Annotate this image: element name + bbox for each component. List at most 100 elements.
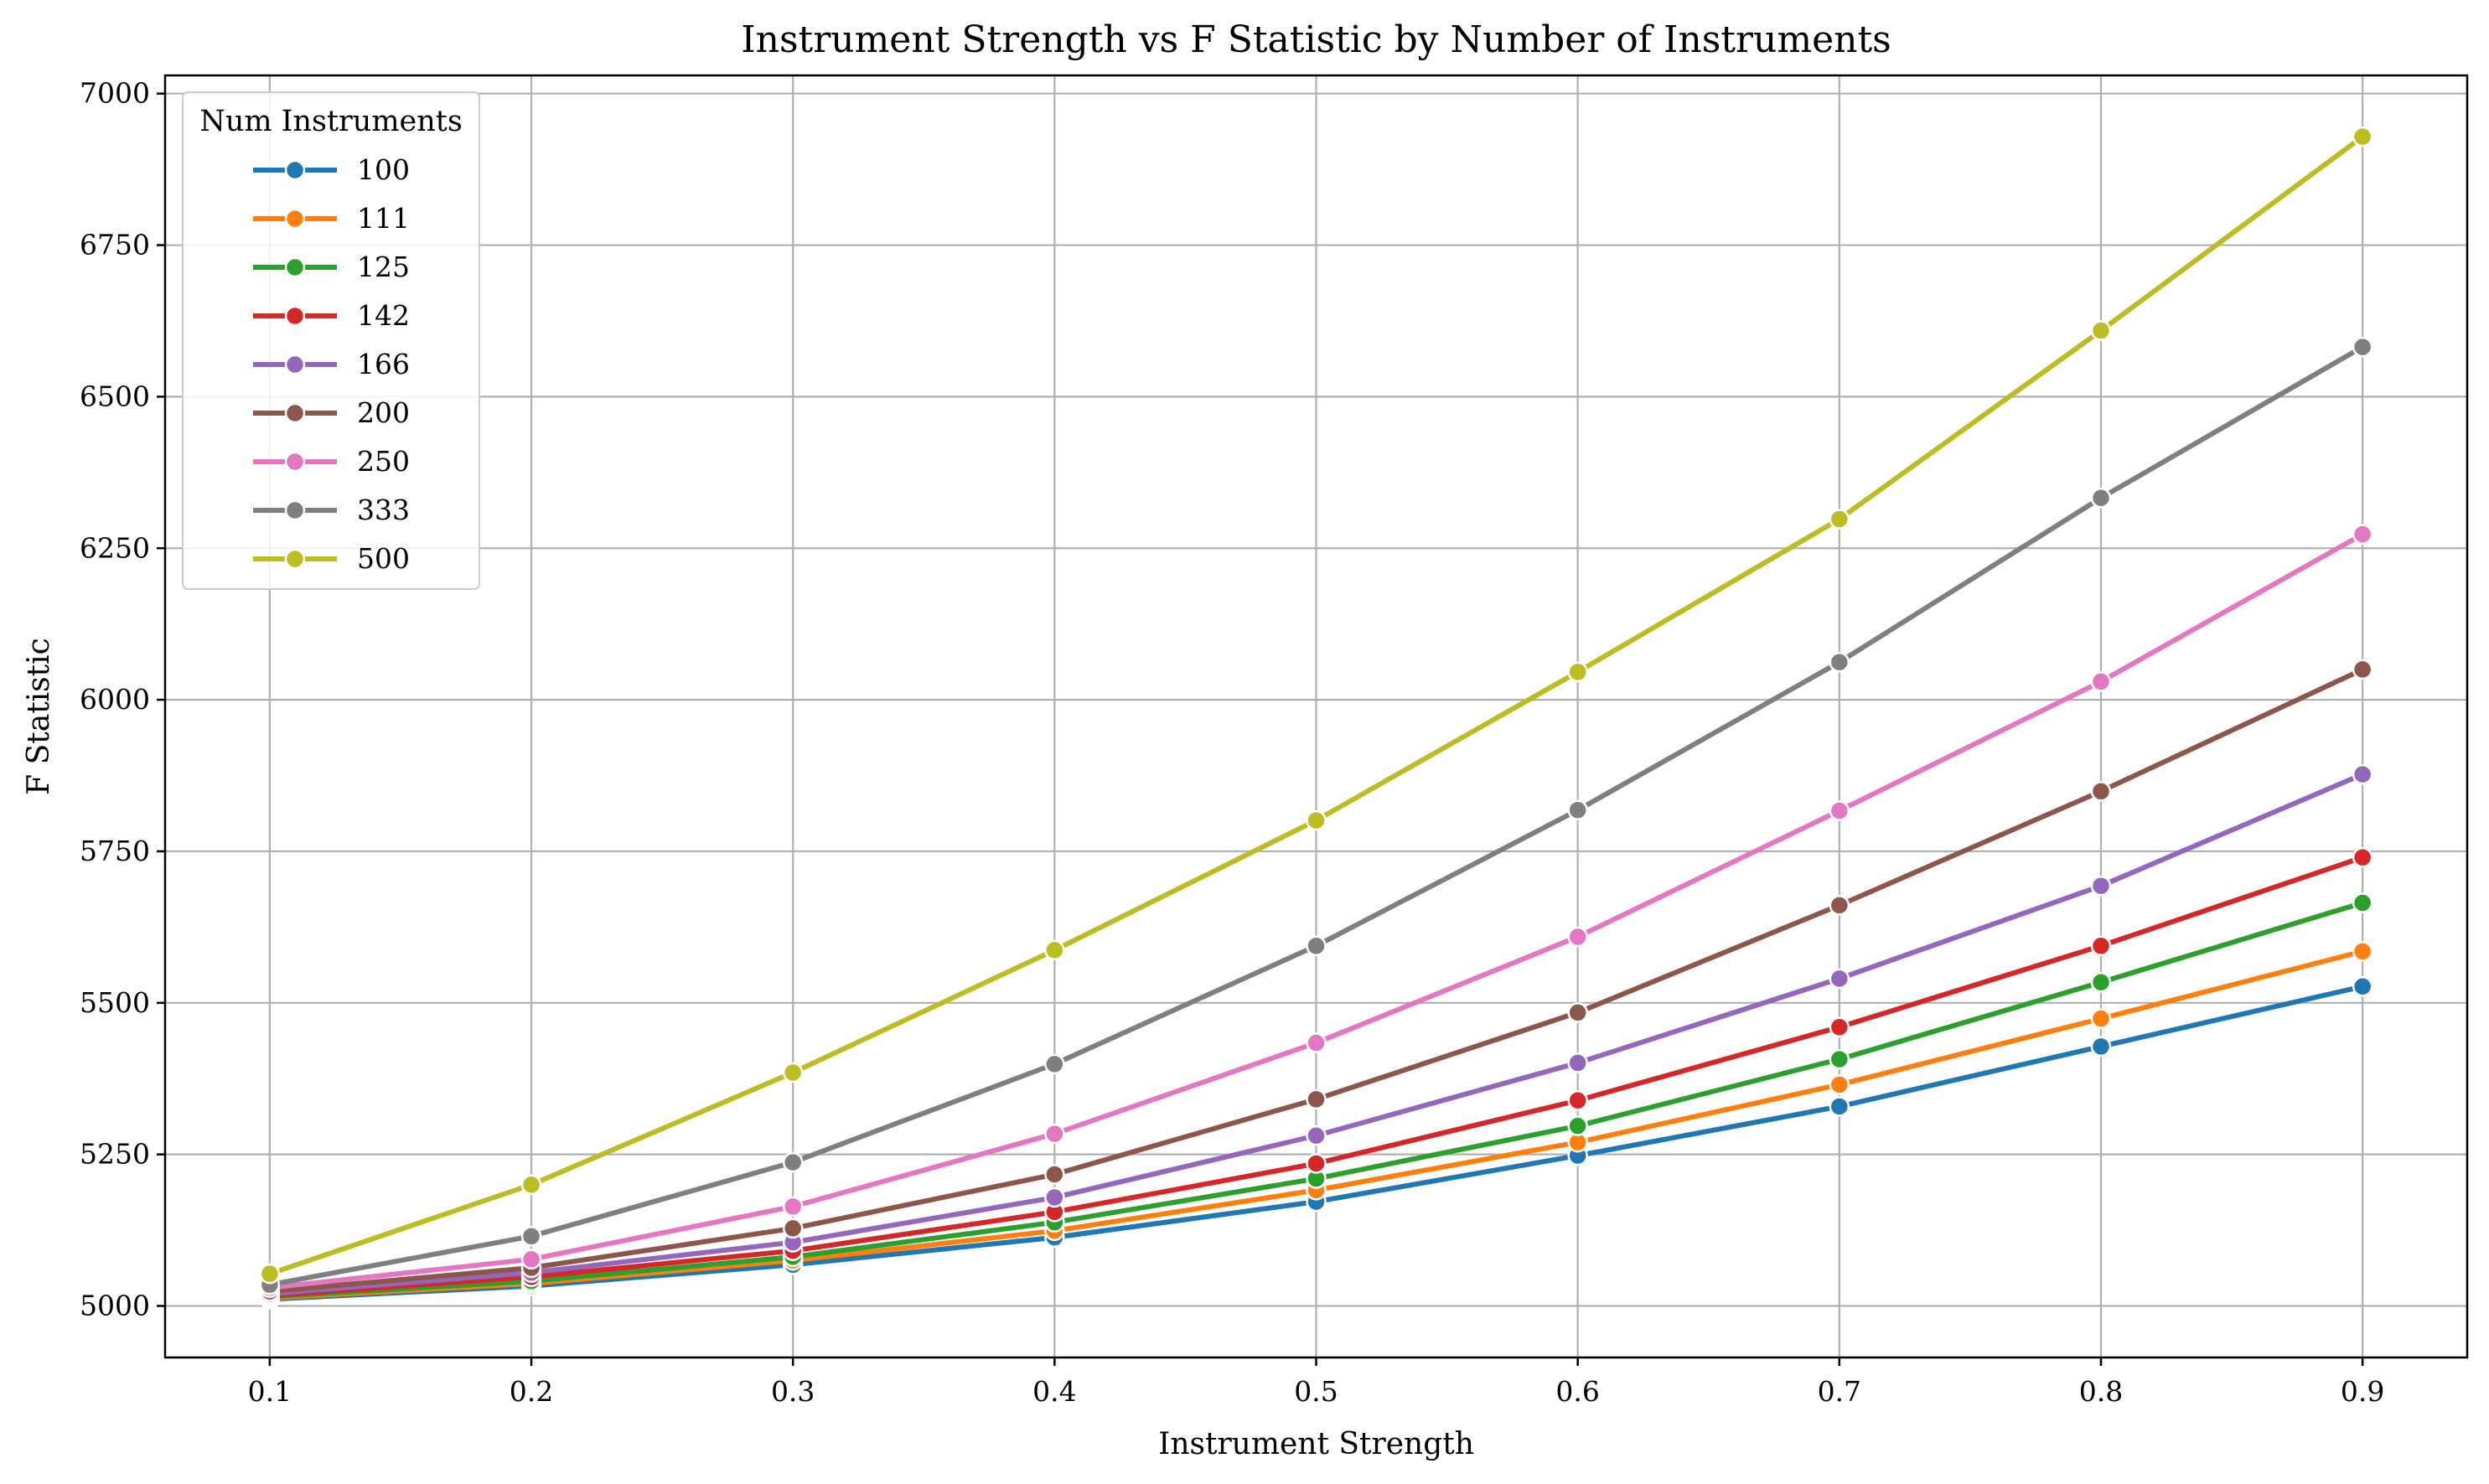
legend-swatch-marker	[284, 305, 306, 327]
data-point	[1829, 968, 1850, 990]
grid	[165, 75, 2467, 1357]
data-point	[2090, 875, 2112, 897]
data-point	[2352, 846, 2373, 868]
legend-item: 333	[253, 494, 410, 526]
series-lines	[259, 126, 2373, 1310]
x-tick-label: 0.3	[771, 1375, 815, 1408]
legend-box	[182, 91, 480, 590]
legend-item: 111	[253, 202, 410, 235]
x-tick-label: 0.9	[2341, 1375, 2384, 1408]
legend-label: 142	[357, 299, 410, 332]
series-500	[259, 126, 2373, 1285]
legend-swatch-marker	[284, 499, 306, 521]
data-point	[1829, 1074, 1850, 1095]
legend-label: 166	[357, 348, 410, 380]
data-point	[1567, 1002, 1588, 1023]
data-point	[2090, 671, 2112, 692]
legend-label: 100	[357, 153, 410, 186]
data-point	[1044, 939, 1065, 961]
data-point	[2090, 1008, 2112, 1029]
legend-swatch-marker	[284, 208, 306, 230]
data-point	[1044, 1053, 1065, 1075]
data-point	[2090, 1036, 2112, 1057]
data-point	[1306, 1088, 1327, 1110]
legend-label: 111	[357, 202, 410, 235]
legend-item: 125	[253, 251, 410, 283]
data-point	[2090, 320, 2112, 341]
data-point	[2352, 659, 2373, 680]
data-point	[2352, 126, 2373, 147]
x-axis-label: Instrument Strength	[1158, 1427, 1474, 1461]
legend: Num Instruments 100 111 125 142 166 200 250 333…	[182, 91, 480, 590]
y-tick-label: 5250	[80, 1138, 150, 1171]
data-point	[2352, 976, 2373, 997]
data-point	[520, 1174, 542, 1196]
data-point	[1306, 1032, 1327, 1053]
data-point	[2090, 935, 2112, 957]
data-point	[1567, 1090, 1588, 1111]
y-tick-label: 5500	[80, 986, 150, 1019]
legend-item: 100	[253, 153, 410, 186]
data-point	[782, 1062, 804, 1083]
data-point	[2352, 336, 2373, 358]
data-point	[1829, 509, 1850, 530]
legend-title: Num Instruments	[199, 105, 463, 138]
data-point	[782, 1151, 804, 1173]
data-point	[1044, 1123, 1065, 1145]
data-point	[2090, 487, 2112, 509]
y-tick-label: 7000	[80, 77, 150, 110]
axis-ticks: 0.1 0.2 0.3 0.4 0.5 0.6 0.7 0.8 0.9 5000 5250 5500 5…	[80, 77, 2384, 1408]
data-point	[1829, 1016, 1850, 1037]
y-tick-label: 6000	[80, 683, 150, 716]
data-point	[1829, 1048, 1850, 1070]
data-point	[1567, 1115, 1588, 1136]
data-point	[1567, 926, 1588, 948]
legend-swatch-marker	[284, 354, 306, 375]
legend-label: 250	[357, 445, 410, 478]
data-point	[2352, 892, 2373, 913]
data-point	[782, 1218, 804, 1239]
x-tick-label: 0.2	[510, 1375, 553, 1408]
data-point	[1306, 935, 1327, 957]
legend-item: 250	[253, 445, 410, 478]
x-tick-label: 0.6	[1555, 1375, 1599, 1408]
data-point	[1306, 1125, 1327, 1146]
data-point	[1306, 1153, 1327, 1174]
legend-swatch-marker	[284, 402, 306, 424]
legend-label: 333	[357, 494, 410, 526]
y-tick-label: 5750	[80, 835, 150, 867]
legend-label: 500	[357, 542, 410, 575]
data-point	[1567, 1052, 1588, 1073]
data-point	[1567, 799, 1588, 821]
data-point	[520, 1226, 542, 1247]
legend-item: 200	[253, 396, 410, 429]
data-point	[1306, 809, 1327, 831]
data-point	[782, 1196, 804, 1218]
x-tick-label: 0.5	[1294, 1375, 1338, 1408]
data-point	[2352, 941, 2373, 962]
x-tick-label: 0.8	[2079, 1375, 2123, 1408]
data-point	[1829, 652, 1850, 673]
legend-swatch-marker	[284, 159, 306, 181]
data-point	[2090, 971, 2112, 993]
legend-item: 142	[253, 299, 410, 332]
legend-item: 166	[253, 348, 410, 380]
data-point	[520, 1249, 542, 1270]
legend-swatch-marker	[284, 451, 306, 473]
data-point	[1044, 1164, 1065, 1185]
legend-label: 200	[357, 396, 410, 429]
y-tick-label: 6750	[80, 229, 150, 261]
y-tick-label: 6250	[80, 531, 150, 564]
data-point	[1567, 661, 1588, 683]
data-point	[1829, 895, 1850, 916]
legend-items: 100 111 125 142 166 200 250 333 500	[253, 153, 410, 575]
data-point	[1829, 800, 1850, 821]
data-point	[2090, 781, 2112, 802]
data-point	[2352, 524, 2373, 545]
chart-title: Instrument Strength vs F Statistic by Nu…	[741, 18, 1891, 61]
data-point	[1044, 1187, 1065, 1208]
legend-swatch-marker	[284, 256, 306, 278]
legend-swatch-marker	[284, 548, 306, 570]
y-axis-label: F Statistic	[22, 638, 56, 795]
